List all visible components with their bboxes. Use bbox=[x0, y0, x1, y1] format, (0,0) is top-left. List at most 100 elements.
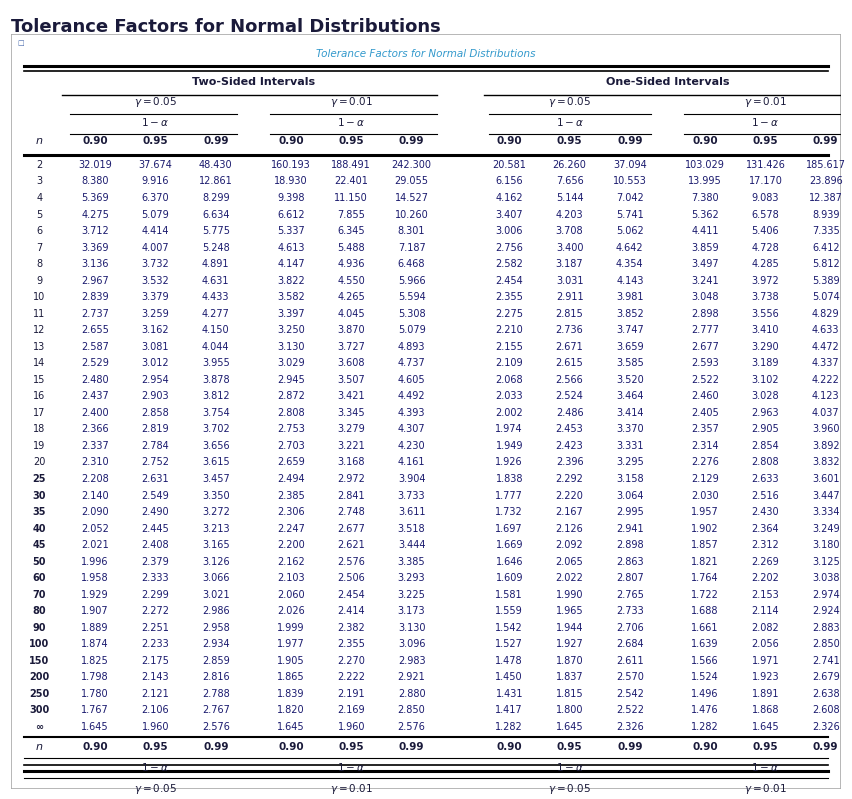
Text: 37.094: 37.094 bbox=[613, 160, 647, 170]
Text: 2.109: 2.109 bbox=[496, 358, 523, 368]
Text: 0.99: 0.99 bbox=[399, 742, 424, 752]
Text: 3.048: 3.048 bbox=[691, 292, 719, 302]
Text: 2.408: 2.408 bbox=[141, 540, 170, 551]
Text: 2.140: 2.140 bbox=[81, 491, 109, 500]
Text: 6.345: 6.345 bbox=[337, 226, 366, 236]
Text: 2.437: 2.437 bbox=[81, 392, 109, 401]
Text: 6.156: 6.156 bbox=[496, 177, 523, 186]
Text: 3.878: 3.878 bbox=[202, 375, 229, 385]
Text: 2.808: 2.808 bbox=[751, 458, 780, 467]
Text: 3.608: 3.608 bbox=[337, 358, 365, 368]
Text: 25: 25 bbox=[32, 474, 46, 484]
Text: 131.426: 131.426 bbox=[746, 160, 786, 170]
Text: 2.615: 2.615 bbox=[556, 358, 584, 368]
Text: 150: 150 bbox=[29, 656, 49, 666]
Text: 3.615: 3.615 bbox=[202, 458, 229, 467]
Text: 3.457: 3.457 bbox=[202, 474, 230, 484]
Text: 2.566: 2.566 bbox=[556, 375, 584, 385]
Text: 2.022: 2.022 bbox=[556, 573, 584, 583]
Text: 0.99: 0.99 bbox=[617, 137, 642, 146]
Text: 1.960: 1.960 bbox=[337, 722, 365, 732]
Text: 4.037: 4.037 bbox=[812, 408, 839, 418]
Text: 1.839: 1.839 bbox=[277, 689, 305, 699]
Text: $n$: $n$ bbox=[35, 742, 43, 752]
Text: $1-\alpha$: $1-\alpha$ bbox=[556, 116, 584, 128]
Text: 2.486: 2.486 bbox=[556, 408, 584, 418]
Text: 2.854: 2.854 bbox=[751, 441, 780, 451]
Text: 2.460: 2.460 bbox=[691, 392, 719, 401]
Text: 4.161: 4.161 bbox=[398, 458, 425, 467]
Text: 2.299: 2.299 bbox=[141, 590, 170, 600]
Text: 3.960: 3.960 bbox=[812, 424, 839, 435]
Text: 2.106: 2.106 bbox=[141, 706, 170, 715]
Text: 8.939: 8.939 bbox=[812, 209, 839, 220]
Text: 2.153: 2.153 bbox=[751, 590, 780, 600]
Text: 22.401: 22.401 bbox=[334, 177, 368, 186]
Text: 4.433: 4.433 bbox=[202, 292, 229, 302]
Text: 5.775: 5.775 bbox=[202, 226, 230, 236]
Text: 2.310: 2.310 bbox=[81, 458, 109, 467]
Text: 3.507: 3.507 bbox=[337, 375, 366, 385]
Text: 35: 35 bbox=[32, 507, 46, 517]
Text: 0.99: 0.99 bbox=[813, 742, 838, 752]
Text: 3.012: 3.012 bbox=[141, 358, 170, 368]
Text: 2.638: 2.638 bbox=[812, 689, 839, 699]
Text: 5.144: 5.144 bbox=[556, 193, 584, 203]
Text: 0.95: 0.95 bbox=[142, 742, 169, 752]
Text: 2.819: 2.819 bbox=[141, 424, 170, 435]
Text: 1.645: 1.645 bbox=[751, 722, 780, 732]
Text: 1.645: 1.645 bbox=[277, 722, 305, 732]
Text: 1.990: 1.990 bbox=[556, 590, 584, 600]
Text: 250: 250 bbox=[29, 689, 49, 699]
Text: 37.674: 37.674 bbox=[139, 160, 172, 170]
Text: 2.850: 2.850 bbox=[812, 639, 839, 650]
Text: 0.99: 0.99 bbox=[399, 137, 424, 146]
Text: 6.370: 6.370 bbox=[141, 193, 170, 203]
Text: 2.337: 2.337 bbox=[81, 441, 109, 451]
Text: 7.335: 7.335 bbox=[812, 226, 839, 236]
Text: 2.026: 2.026 bbox=[277, 606, 305, 616]
Text: 3.556: 3.556 bbox=[751, 308, 780, 319]
Text: 3.832: 3.832 bbox=[812, 458, 839, 467]
Text: 4.893: 4.893 bbox=[398, 342, 425, 352]
Text: 3.272: 3.272 bbox=[202, 507, 230, 517]
Text: 3.444: 3.444 bbox=[398, 540, 425, 551]
Text: 3.334: 3.334 bbox=[812, 507, 839, 517]
Text: 1.697: 1.697 bbox=[496, 523, 523, 534]
Text: 2.522: 2.522 bbox=[691, 375, 719, 385]
Text: 2.858: 2.858 bbox=[141, 408, 170, 418]
Text: 2.671: 2.671 bbox=[556, 342, 584, 352]
Text: 3.031: 3.031 bbox=[556, 276, 584, 286]
Text: 5.074: 5.074 bbox=[812, 292, 839, 302]
Text: 2.872: 2.872 bbox=[277, 392, 305, 401]
Text: 0.99: 0.99 bbox=[813, 137, 838, 146]
Text: 4.492: 4.492 bbox=[398, 392, 425, 401]
Text: 2.983: 2.983 bbox=[398, 656, 425, 666]
Text: 3.064: 3.064 bbox=[616, 491, 643, 500]
Text: 0.90: 0.90 bbox=[497, 137, 522, 146]
Text: 12.861: 12.861 bbox=[199, 177, 233, 186]
Text: 40: 40 bbox=[32, 523, 46, 534]
Text: 3.904: 3.904 bbox=[398, 474, 425, 484]
Text: 13: 13 bbox=[33, 342, 45, 352]
Text: $\gamma = 0.01$: $\gamma = 0.01$ bbox=[330, 95, 373, 109]
Text: 5.362: 5.362 bbox=[691, 209, 719, 220]
Text: 4.307: 4.307 bbox=[398, 424, 425, 435]
Text: 3.859: 3.859 bbox=[691, 243, 719, 252]
Text: 2.292: 2.292 bbox=[556, 474, 584, 484]
Text: 2.060: 2.060 bbox=[277, 590, 305, 600]
Text: 7.380: 7.380 bbox=[691, 193, 719, 203]
Text: 2.967: 2.967 bbox=[81, 276, 109, 286]
Text: 5.062: 5.062 bbox=[616, 226, 644, 236]
Text: $\gamma = 0.05$: $\gamma = 0.05$ bbox=[134, 781, 177, 796]
Text: 17: 17 bbox=[33, 408, 45, 418]
Text: 2.405: 2.405 bbox=[691, 408, 719, 418]
Text: 1.732: 1.732 bbox=[495, 507, 523, 517]
Text: $1-\alpha$: $1-\alpha$ bbox=[556, 761, 584, 773]
Text: 3.520: 3.520 bbox=[616, 375, 644, 385]
Text: 0.99: 0.99 bbox=[617, 742, 642, 752]
Text: 2.056: 2.056 bbox=[751, 639, 780, 650]
Text: 26.260: 26.260 bbox=[553, 160, 586, 170]
Text: 1.417: 1.417 bbox=[496, 706, 523, 715]
Text: 1.476: 1.476 bbox=[691, 706, 719, 715]
